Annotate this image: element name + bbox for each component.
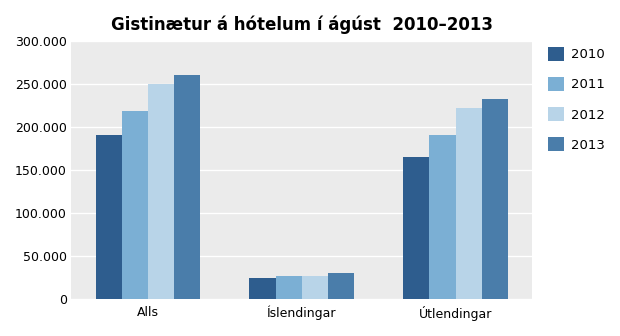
Bar <box>174 75 200 299</box>
Bar <box>482 99 508 299</box>
Bar <box>302 276 328 299</box>
Bar <box>95 135 122 299</box>
Bar <box>328 273 354 299</box>
Bar <box>122 111 148 299</box>
Bar <box>456 108 482 299</box>
Bar <box>148 84 174 299</box>
Legend: 2010, 2011, 2012, 2013: 2010, 2011, 2012, 2013 <box>548 47 604 152</box>
Bar <box>430 134 456 299</box>
Bar <box>249 278 276 299</box>
Title: Gistinætur á hótelum í ágúst  2010–2013: Gistinætur á hótelum í ágúst 2010–2013 <box>111 15 493 34</box>
Bar <box>403 157 430 299</box>
Bar <box>276 276 302 299</box>
